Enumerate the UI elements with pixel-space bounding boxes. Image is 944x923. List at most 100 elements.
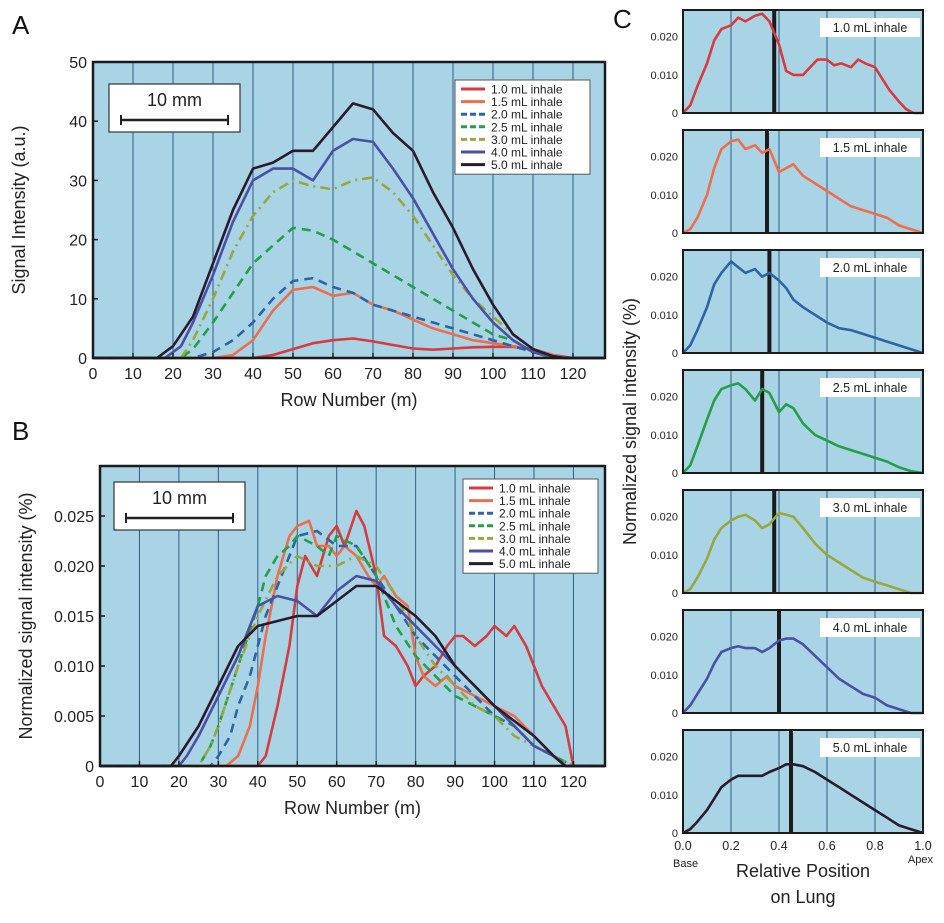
x-tick-label-b-5: 50 (288, 774, 306, 791)
subplot-y-tick-label-5-2: 0.020 (650, 632, 678, 644)
c-x-tick-label-5: 1.0 (914, 839, 931, 853)
subplot-y-tick-label-0-1: 0.010 (650, 70, 678, 82)
c-base-label: Base (673, 858, 698, 870)
c-x-tick-label-0: 0.0 (674, 839, 691, 853)
subplot-y-tick-label-3-0: 0 (672, 468, 678, 480)
scalebar-box-b (113, 481, 246, 531)
subplot-series-line-3 (682, 382, 924, 475)
subplot-y-tick-label-4-2: 0.020 (650, 512, 678, 524)
subplot-y-tick-label-6-1: 0.010 (650, 790, 678, 802)
subplot-y-tick-label-4-0: 0 (672, 588, 678, 600)
series-line-a-6 (93, 102, 605, 360)
y-tick-label-a-2: 20 (69, 233, 87, 250)
legend-label-a-6: 5.0 mL inhale (491, 158, 563, 172)
subplot-y-tick-label-6-2: 0.020 (650, 752, 678, 764)
subplot-y-tick-label-1-2: 0.020 (650, 152, 678, 164)
x-tick-label-a-6: 60 (324, 366, 342, 383)
x-tick-label-b-1: 10 (131, 774, 149, 791)
subplot-frame-1 (682, 129, 924, 234)
legend-label-b-1: 1.5 mL inhale (499, 494, 571, 508)
subplot-label-0: 1.0 mL inhale (833, 21, 908, 35)
series-line-b-0 (100, 509, 605, 768)
y-tick-label-a-3: 30 (69, 173, 87, 190)
subplot-label-5: 4.0 mL inhale (833, 621, 908, 635)
subplot-y-tick-label-3-2: 0.020 (650, 392, 678, 404)
subplot-label-box-0 (820, 18, 920, 37)
scalebar-label-a: 10 mm (147, 90, 202, 110)
c-x-axis-label-line-2: on Lung (770, 887, 835, 907)
y-axis-label-b: Normalized signal intensity (%) (16, 492, 36, 739)
c-x-tick-label-3: 0.6 (818, 839, 835, 853)
c-y-axis-label: Normalized signal intensity (%) (620, 298, 640, 545)
subplot-y-tick-label-3-1: 0.010 (650, 430, 678, 442)
subplot-y-tick-label-2-1: 0.010 (650, 310, 678, 322)
plot-frame-a (91, 60, 607, 360)
subplot-frame-0 (682, 9, 924, 114)
legend-label-a-1: 1.5 mL inhale (491, 95, 563, 109)
legend-label-b-6: 5.0 mL inhale (499, 557, 571, 571)
c-x-tick-label-2: 0.4 (770, 839, 787, 853)
y-tick-label-b-2: 0.010 (54, 659, 94, 676)
series-line-a-5 (93, 137, 605, 360)
series-line-a-3 (93, 226, 605, 360)
series-line-b-6 (100, 584, 605, 768)
c-apex-label: Apex (908, 854, 934, 866)
subplot-y-tick-label-1-0: 0 (672, 228, 678, 240)
x-tick-label-b-10: 100 (481, 774, 508, 791)
subplot-y-tick-label-5-0: 0 (672, 708, 678, 720)
x-tick-label-a-1: 10 (124, 366, 142, 383)
x-tick-label-b-7: 70 (367, 774, 385, 791)
subplot-series-line-1 (682, 138, 924, 235)
subplot-label-box-4 (820, 498, 920, 517)
subplot-y-tick-label-0-2: 0.020 (650, 32, 678, 44)
legend-label-a-0: 1.0 mL inhale (491, 83, 563, 97)
x-tick-label-b-6: 60 (328, 774, 346, 791)
subplot-label-1: 1.5 mL inhale (833, 141, 908, 155)
subplot-series-line-5 (682, 637, 923, 715)
x-tick-label-a-0: 0 (89, 366, 98, 383)
y-tick-label-b-3: 0.015 (54, 609, 94, 626)
legend-label-b-0: 1.0 mL inhale (499, 482, 571, 496)
x-tick-label-b-0: 0 (96, 774, 105, 791)
legend-label-a-2: 2.0 mL inhale (491, 108, 563, 122)
subplot-y-tick-label-1-1: 0.010 (650, 190, 678, 202)
subplot-label-2: 2.0 mL inhale (833, 261, 908, 275)
x-axis-label-a: Row Number (m) (280, 390, 417, 410)
subplot-y-tick-label-2-0: 0 (672, 348, 678, 360)
series-line-a-4 (93, 176, 605, 360)
panel-label-a: A (12, 10, 30, 40)
chart-b: 0 10 20 30 40 50 60 70 80 90 100 110 120 0 0.005 0.010 0… (16, 464, 607, 818)
scalebar-label-b: 10 mm (152, 488, 207, 508)
x-tick-label-a-9: 90 (444, 366, 462, 383)
x-tick-label-a-3: 30 (204, 366, 222, 383)
legend-label-a-4: 3.0 mL inhale (491, 133, 563, 147)
subplot-label-box-3 (820, 378, 920, 397)
series-line-b-4 (100, 554, 605, 768)
subplot-frame-4 (682, 489, 924, 594)
x-tick-label-a-8: 80 (404, 366, 422, 383)
y-tick-label-a-0: 0 (78, 351, 87, 368)
legend-label-a-3: 2.5 mL inhale (491, 120, 563, 134)
x-tick-label-b-9: 90 (446, 774, 464, 791)
subplot-y-tick-label-2-2: 0.020 (650, 272, 678, 284)
x-tick-label-a-12: 120 (560, 366, 587, 383)
legend-label-b-2: 2.0 mL inhale (499, 507, 571, 521)
x-tick-label-b-12: 120 (560, 774, 587, 791)
x-tick-label-a-11: 110 (520, 366, 546, 383)
subplot-frame-3 (682, 369, 924, 474)
subplot-y-tick-label-4-1: 0.010 (650, 550, 678, 562)
x-tick-label-b-8: 80 (407, 774, 425, 791)
series-line-b-5 (100, 574, 605, 768)
x-tick-label-a-5: 50 (284, 366, 302, 383)
subplot-label-box-2 (820, 258, 920, 277)
subplot-y-tick-label-6-0: 0 (672, 828, 678, 840)
legend-box-a (454, 79, 591, 175)
subplot-label-4: 3.0 mL inhale (833, 501, 908, 515)
y-tick-label-a-1: 10 (69, 292, 87, 309)
subplot-series-line-4 (682, 511, 923, 595)
x-tick-label-b-2: 20 (170, 774, 188, 791)
c-x-axis-label-line-1: Relative Position (736, 861, 870, 881)
chart-a: 0 10 20 30 40 50 60 70 80 90 100 110 120 0 10 20 30 40 50 R… (9, 55, 607, 410)
